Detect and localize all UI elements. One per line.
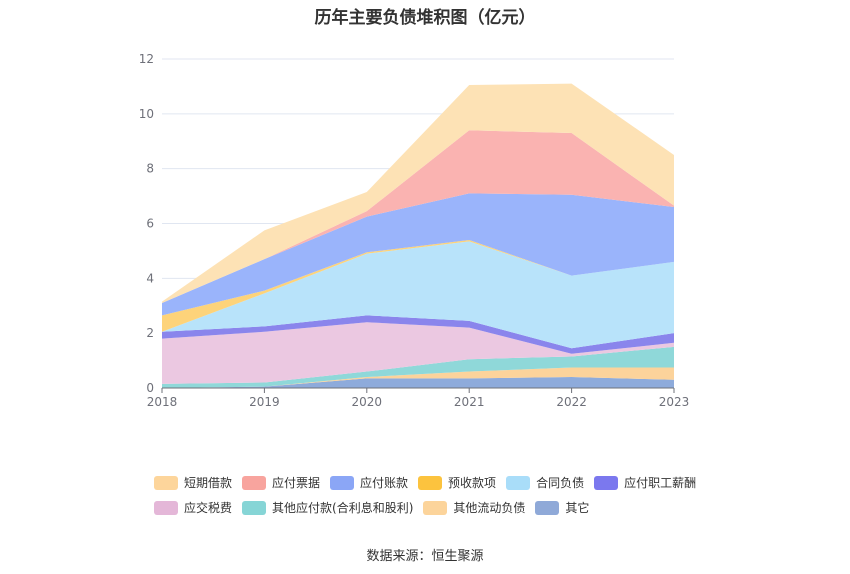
y-tick-label: 8 <box>146 162 154 176</box>
area-series <box>162 130 674 304</box>
axes: 0 2 4 6 8 10 12 2018 2019 2020 2021 2022 2023 <box>139 52 690 409</box>
legend-swatch <box>594 475 619 490</box>
y-tick-label: 12 <box>139 52 154 66</box>
legend-item[interactable]: 应付票据 <box>242 473 320 492</box>
legend-label: 应交税费 <box>184 501 233 515</box>
area-series <box>162 322 674 384</box>
legend-label: 预收款项 <box>448 476 497 490</box>
legend-label: 应付票据 <box>272 476 321 490</box>
area-series <box>162 346 674 388</box>
stacked-areas <box>162 83 674 388</box>
legend-item[interactable]: 其他应付款(合利息和股利) <box>242 498 413 517</box>
legend-swatch <box>418 475 443 490</box>
legend-item[interactable]: 应交税费 <box>154 498 232 517</box>
x-tick-label: 2018 <box>147 395 178 409</box>
legend-swatch <box>154 500 178 515</box>
legend-item[interactable]: 短期借款 <box>154 473 232 492</box>
legend-item[interactable]: 其他流动负债 <box>423 498 525 517</box>
x-tick-label: 2023 <box>659 395 690 409</box>
y-tick-label: 10 <box>139 107 154 121</box>
y-tick-label: 0 <box>146 381 154 395</box>
y-tick-label: 4 <box>146 271 154 285</box>
x-tick-label: 2021 <box>454 395 485 409</box>
area-series <box>162 377 674 388</box>
legend-swatch <box>330 475 355 490</box>
legend-label: 应付职工薪酬 <box>624 476 697 490</box>
legend-label: 合同负债 <box>536 476 585 490</box>
legend-label: 短期借款 <box>184 476 233 490</box>
legend-item[interactable]: 合同负债 <box>506 473 584 492</box>
x-tick-label: 2019 <box>249 395 280 409</box>
legend: 短期借款 应付票据 应付账款 预收款项 合同负债 应付职工薪酬应交税费 其他应付款(合利息和… <box>154 473 714 523</box>
area-series <box>162 367 674 388</box>
y-tick-label: 2 <box>146 326 154 340</box>
legend-label: 其他流动负债 <box>453 501 526 515</box>
legend-swatch <box>535 500 560 515</box>
legend-item[interactable]: 其它 <box>535 498 589 517</box>
legend-label: 其他应付款(合利息和股利) <box>272 501 414 515</box>
legend-label: 其它 <box>565 501 590 515</box>
area-series <box>162 193 674 316</box>
legend-swatch <box>242 475 267 490</box>
data-source-note: 数据来源：恒生聚源 <box>366 549 484 564</box>
chart-title: 历年主要负债堆积图（亿元） <box>314 8 536 28</box>
legend-swatch <box>423 500 448 515</box>
area-series <box>162 241 674 349</box>
area-series <box>162 315 674 354</box>
legend-swatch <box>506 475 531 490</box>
legend-item[interactable]: 应付账款 <box>330 473 408 492</box>
x-tick-label: 2020 <box>352 395 383 409</box>
legend-item[interactable]: 预收款项 <box>418 473 496 492</box>
legend-label: 应付账款 <box>360 476 409 490</box>
legend-swatch <box>242 500 267 515</box>
legend-item[interactable]: 应付职工薪酬 <box>594 473 696 492</box>
x-tick-label: 2022 <box>556 395 587 409</box>
y-tick-label: 6 <box>146 217 154 231</box>
legend-swatch <box>154 475 178 490</box>
